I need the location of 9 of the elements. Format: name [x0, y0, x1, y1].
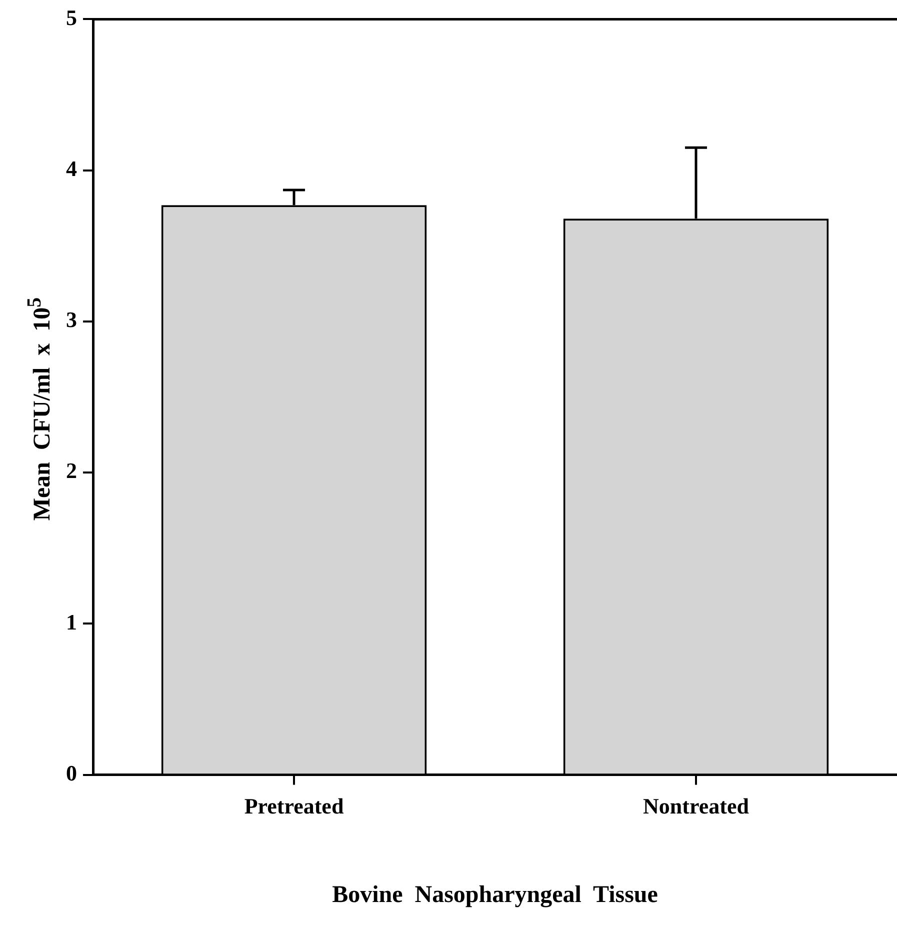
y-tick-label: 1 — [66, 609, 77, 634]
y-tick-label: 0 — [66, 760, 77, 786]
x-axis-title: Bovine Nasopharyngeal Tissue — [332, 882, 658, 908]
y-tick-label: 5 — [66, 4, 77, 30]
y-tick-label: 3 — [66, 307, 77, 332]
x-tick-label: Pretreated — [244, 794, 344, 819]
x-tick-label: Nontreated — [643, 794, 749, 819]
y-tick-label: 2 — [66, 458, 77, 484]
y-tick-label: 4 — [66, 156, 77, 182]
